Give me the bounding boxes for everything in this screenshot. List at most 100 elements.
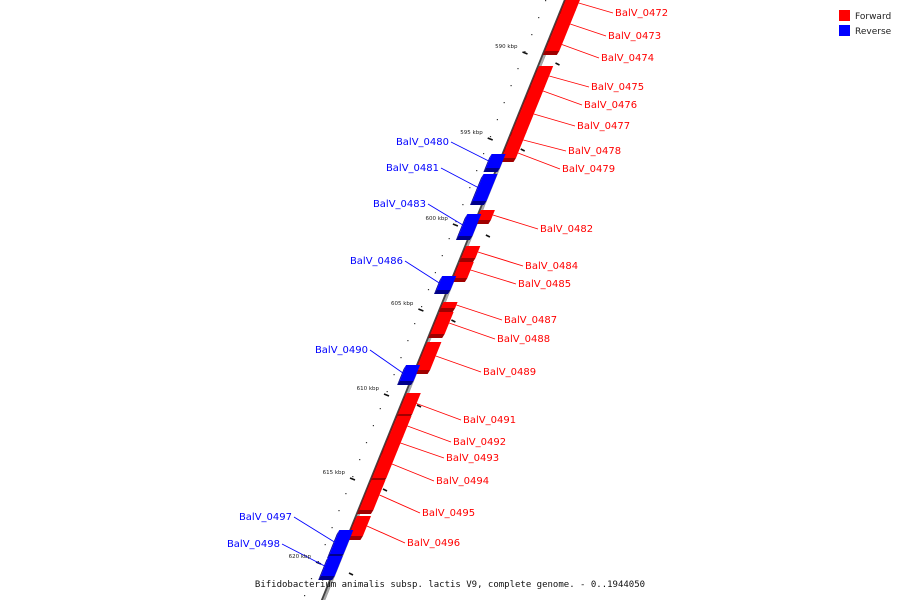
gene-label-balv_0475[interactable]: BalV_0475 [591,82,644,93]
gene-label-balv_0478[interactable]: BalV_0478 [568,146,621,157]
gene-feature-balv_0486[interactable] [434,276,457,294]
gene-face [416,342,442,370]
gene-label-balv_0482[interactable]: BalV_0482 [540,224,593,235]
gene-edge [395,393,407,418]
gene-label-balv_0477[interactable]: BalV_0477 [577,121,630,132]
gene-label-balv_0489[interactable]: BalV_0489 [483,367,536,378]
major-tick [555,62,560,66]
gene-edge [318,556,329,580]
gene-face [348,516,371,536]
gene-label-balv_0472[interactable]: BalV_0472 [615,8,668,19]
gene-feature-balv_0477[interactable] [510,96,542,136]
scale-label: 620 kbp [289,554,312,560]
gene-labels: BalV_0472 BalV_0473 BalV_0474 BalV_0475 BalV… [227,8,668,550]
gene-face [359,480,386,510]
gene-face [383,436,404,450]
gene-label-balv_0479[interactable]: BalV_0479 [562,164,615,175]
gene-label-balv_0473[interactable]: BalV_0473 [608,31,661,42]
gene-face [502,148,520,158]
gene-face [561,0,580,10]
gene-leader-line [448,322,496,340]
minor-tick [427,289,430,291]
gene-feature-balv_0487[interactable] [438,302,458,312]
gene-label-balv_0476[interactable]: BalV_0476 [584,100,637,111]
minor-tick [434,272,436,274]
minor-tick [414,323,416,325]
gene-leader-line [400,442,445,459]
gene-label-balv_0484[interactable]: BalV_0484 [525,261,578,272]
minor-tick [531,34,533,36]
gene-label-balv_0493[interactable]: BalV_0493 [446,453,499,464]
gene-leader-line [427,203,464,226]
major-tick [487,137,493,141]
minor-tick [331,527,333,529]
gene-label-balv_0498[interactable]: BalV_0498 [227,539,280,550]
gene-label-balv_0497[interactable]: BalV_0497 [239,512,292,523]
gene-label-balv_0488[interactable]: BalV_0488 [497,334,550,345]
minor-tick [538,17,540,19]
legend: Forward Reverse [839,10,892,37]
gene-feature-balv_0481[interactable] [470,174,498,205]
gene-leader-line [570,23,607,37]
gene-side [397,381,414,385]
minor-tick [524,51,526,53]
gene-label-balv_0481[interactable]: BalV_0481 [386,163,439,174]
gene-leader-line [391,463,435,482]
gene-feature-balv_0484[interactable] [459,246,481,262]
gene-feature-balv_0483[interactable] [455,214,482,240]
gene-face [320,556,343,576]
gene-feature-balv_0498[interactable] [318,556,343,580]
major-tick [520,148,526,152]
gene-label-balv_0480[interactable]: BalV_0480 [396,137,449,148]
minor-tick [517,68,519,70]
gene-feature-balv_0480[interactable] [483,154,506,172]
minor-tick [352,476,354,478]
gene-feature-balv_0473[interactable] [548,10,576,42]
gene-feature-balv_0488[interactable] [428,312,454,338]
gene-label-balv_0491[interactable]: BalV_0491 [463,415,516,426]
gene-label-balv_0495[interactable]: BalV_0495 [422,508,475,519]
gene-side [413,370,431,374]
gene-edge [397,365,407,385]
minor-tick [324,544,326,546]
gene-leader-line [293,516,335,543]
gene-label-balv_0494[interactable]: BalV_0494 [436,476,489,487]
gene-edge [369,450,384,482]
gene-label-leaders [281,2,614,567]
gene-label-balv_0486[interactable]: BalV_0486 [350,256,403,267]
gene-face [476,210,495,220]
gene-side [434,290,451,294]
gene-edge [381,436,390,454]
minor-tick [372,425,374,427]
gene-label-balv_0485[interactable]: BalV_0485 [518,279,571,290]
gene-label-balv_0487[interactable]: BalV_0487 [504,315,557,326]
gene-feature-balv_0495[interactable] [356,480,386,514]
gene-face [399,365,421,381]
gene-edge [470,174,484,205]
scale-label: 595 kbp [460,130,483,136]
gene-leader-line [440,167,479,188]
gene-leader-line [407,425,452,443]
gene-label-balv_0474[interactable]: BalV_0474 [601,53,654,64]
major-tick [416,404,422,408]
gene-side [318,576,335,580]
gene-feature-balv_0474[interactable] [542,38,565,55]
legend-reverse-swatch [839,25,850,36]
gene-edge [455,214,468,240]
scale-label: 590 kbp [495,44,518,50]
gene-label-balv_0490[interactable]: BalV_0490 [315,345,368,356]
gene-label-balv_0492[interactable]: BalV_0492 [453,437,506,448]
gene-feature-balv_0494[interactable] [369,450,398,482]
gene-leader-line [450,141,489,162]
gene-feature-balv_0497[interactable] [327,530,354,558]
minor-tick [545,0,547,2]
gene-feature-balv_0490[interactable] [397,365,421,385]
gene-side [483,168,500,172]
minor-tick [379,408,381,410]
gene-label-balv_0483[interactable]: BalV_0483 [373,199,426,210]
gene-label-balv_0496[interactable]: BalV_0496 [407,538,460,549]
major-tick [485,234,491,238]
gene-leader-line [416,403,462,421]
gene-leader-line [542,90,583,106]
